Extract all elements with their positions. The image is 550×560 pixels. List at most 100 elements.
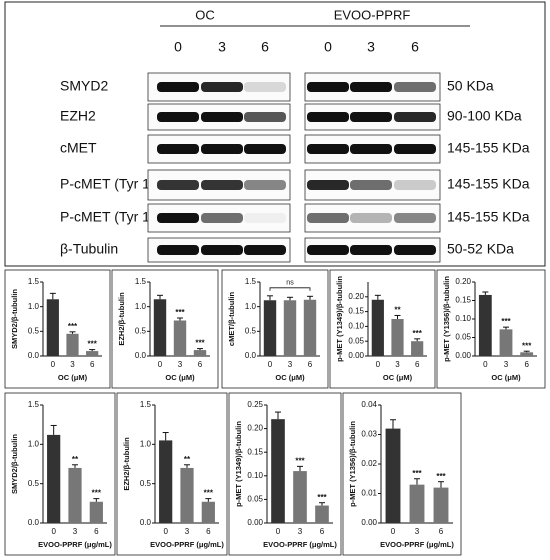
x-tick-label: 0 [158, 360, 163, 369]
x-tick-label: 6 [90, 360, 95, 369]
bar [478, 294, 492, 356]
significance: *** [204, 489, 214, 498]
x-tick-label: 0 [51, 360, 56, 369]
x-axis-label: OC (μM) [383, 373, 413, 382]
y-tick-label: 1.5 [28, 400, 40, 409]
chart-frame [342, 392, 462, 556]
blot-band [157, 112, 199, 122]
blot-band [157, 245, 199, 255]
blot-band [244, 213, 286, 223]
blot-band [307, 112, 349, 122]
x-tick-label: 0 [276, 527, 281, 536]
y-tick-label: 0.0 [28, 351, 40, 360]
significance: *** [175, 308, 185, 317]
y-tick-label: 0.00 [455, 351, 471, 360]
blot-size-label: 90-100 KDa [447, 108, 522, 124]
blot-band [244, 112, 286, 122]
y-tick-label: 0.15 [247, 447, 263, 456]
y-axis-label: SMYD2/β-tubulin [10, 434, 19, 494]
x-axis-label: EVOO-PPRF (μg/mL) [150, 540, 224, 549]
chart-frame [4, 269, 111, 389]
blot-band [350, 245, 392, 255]
y-tick-label: 0.05 [348, 336, 364, 345]
bar [66, 333, 79, 356]
blot-band [307, 144, 349, 154]
y-tick-label: 0.25 [247, 400, 263, 409]
blot-band [394, 144, 436, 154]
blot-row-label: β-Tubulin [60, 241, 118, 257]
y-axis-label: p-MET (Y1356)/β-tubulin [442, 276, 451, 362]
y-tick-label: 0.0 [28, 518, 40, 527]
blot-band [244, 180, 286, 190]
y-axis-label: SMYD2/β-tubulin [10, 289, 19, 349]
y-tick-label: 0.05 [247, 495, 263, 504]
significance: *** [92, 489, 102, 498]
significance: *** [195, 339, 205, 348]
blot-band [244, 82, 286, 92]
y-tick-label: 0.10 [455, 314, 471, 323]
chart-frame [228, 392, 342, 556]
y-tick-label: 0.5 [28, 326, 40, 335]
blot-size-label: 145-155 KDa [447, 209, 530, 225]
blot-band [307, 213, 349, 223]
x-tick-label: 3 [73, 527, 78, 536]
y-tick-label: 1.5 [245, 277, 257, 286]
lane-label: 6 [261, 39, 269, 55]
y-tick-label: 0.03 [361, 430, 377, 439]
y-tick-label: 0.05 [455, 333, 471, 342]
y-tick-label: 1.5 [28, 277, 40, 286]
blot-band [394, 213, 436, 223]
y-tick-label: 0.00 [348, 351, 364, 360]
y-tick-label: 0.5 [135, 326, 147, 335]
x-axis-label: OC (μM) [491, 373, 521, 382]
significance: *** [295, 456, 305, 465]
y-tick-label: 0.02 [361, 459, 377, 468]
y-axis-label: p-MET (Y1356)/β-tubulin [348, 421, 357, 507]
x-tick-label: 6 [524, 360, 529, 369]
significance: *** [522, 341, 532, 350]
x-tick-label: 6 [320, 527, 325, 536]
lane-label: 3 [367, 39, 375, 55]
x-tick-label: 3 [288, 360, 293, 369]
significance: *** [412, 469, 422, 478]
y-axis-label: cMET/β-tubulin [227, 292, 236, 347]
bar [46, 299, 59, 356]
bar [263, 300, 277, 356]
lane-label: 6 [411, 39, 419, 55]
x-axis-label: EVOO-PPRF (μg/mL) [380, 540, 454, 549]
bar [47, 434, 61, 523]
bar [303, 299, 317, 356]
y-tick-label: 0.15 [455, 296, 471, 305]
bar [433, 487, 449, 523]
x-tick-label: 3 [178, 360, 183, 369]
bar [173, 320, 187, 356]
bar [499, 329, 513, 356]
blot-band [350, 213, 392, 223]
lane-label: 0 [174, 39, 182, 55]
x-tick-label: 0 [391, 527, 396, 536]
y-axis-label: EZH2/β-tubulin [122, 437, 131, 491]
y-tick-label: 0.10 [348, 322, 364, 331]
x-tick-label: 6 [308, 360, 313, 369]
y-axis-label: p-MET (Y1349)/β-tubulin [335, 276, 344, 362]
y-tick-label: 0.20 [455, 277, 471, 286]
y-tick-label: 0.15 [348, 307, 364, 316]
bar [293, 471, 307, 523]
blot-size-label: 145-155 KDa [447, 176, 530, 192]
blot-row-label: cMET [60, 140, 97, 156]
blot-band [307, 245, 349, 255]
bracket-label: ns [286, 280, 294, 287]
y-axis-label: EZH2/β-tubulin [117, 292, 126, 346]
y-tick-label: 0.10 [247, 471, 263, 480]
x-tick-label: 6 [94, 527, 99, 536]
y-tick-label: 1.0 [28, 302, 40, 311]
blot-band [307, 82, 349, 92]
blot-frame [4, 1, 546, 267]
blot-band [201, 245, 243, 255]
y-tick-label: 1.0 [140, 439, 152, 448]
bar [271, 419, 285, 523]
significance: *** [87, 340, 97, 349]
blot-band [307, 180, 349, 190]
group-label: EVOO-PPRF [334, 7, 411, 22]
